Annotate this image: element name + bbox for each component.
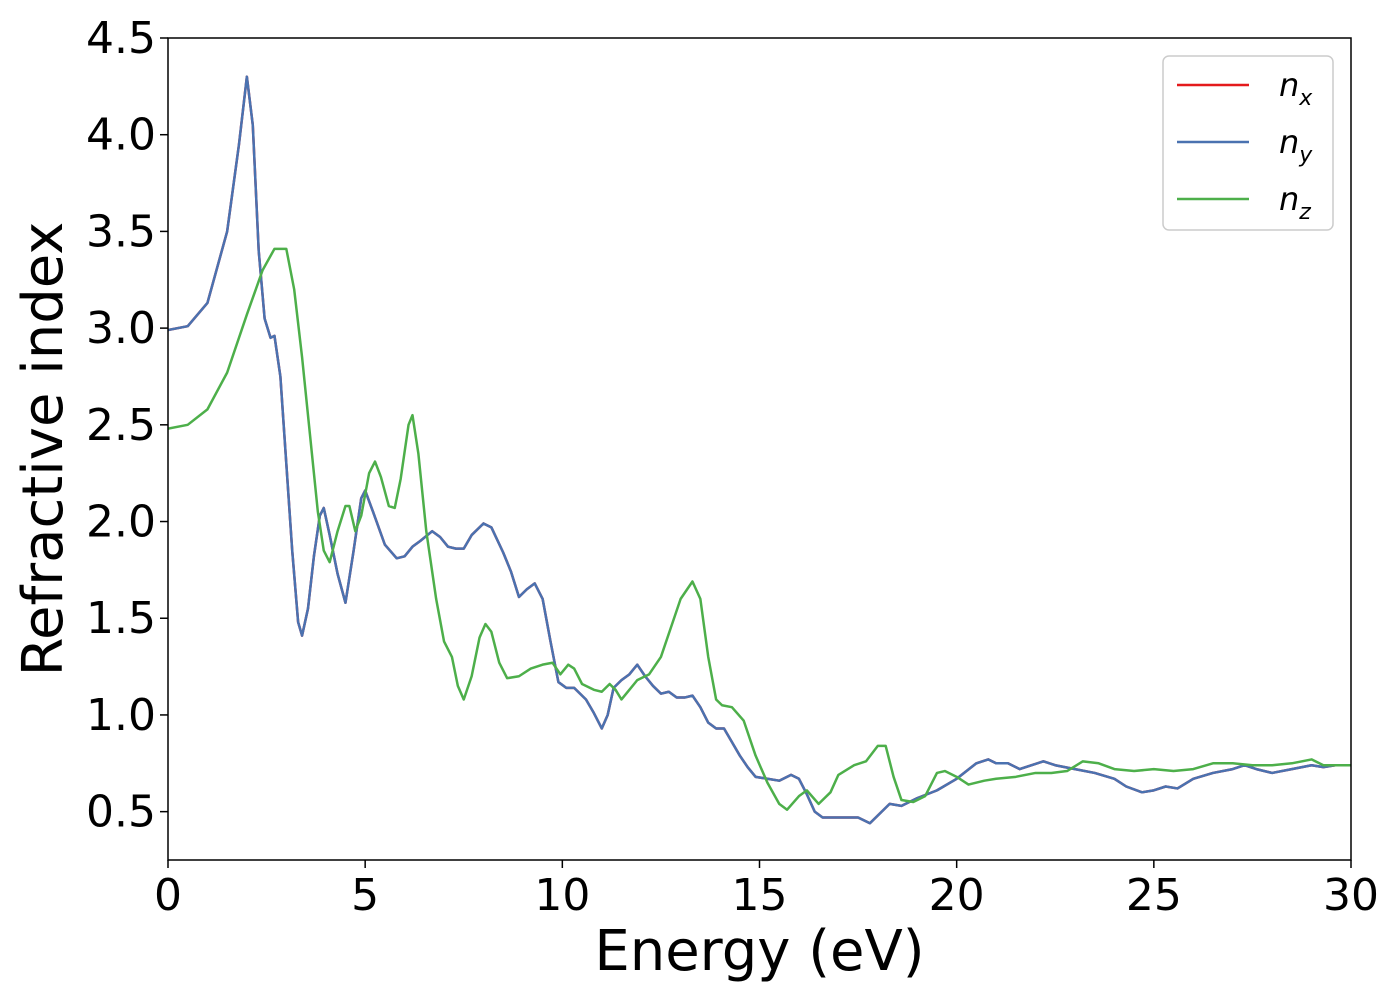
series-layer	[168, 75, 1351, 825]
y-axis: 0.5 1.0 1.5 2.0 2.5 3.0 3.5 4.0 4.5	[86, 13, 168, 838]
x-axis-label: Energy (eV)	[594, 919, 924, 984]
legend-label-base: n	[1279, 66, 1299, 104]
x-tick-label: 15	[732, 870, 788, 921]
legend-label-subscript: y	[1298, 143, 1313, 168]
legend-label-ny: ny	[1279, 123, 1313, 168]
legend-label-nz: nz	[1279, 180, 1311, 225]
x-tick-label: 20	[929, 870, 985, 921]
legend-label-subscript: z	[1298, 200, 1311, 225]
y-tick-label: 2.0	[86, 497, 156, 548]
x-tick-label: 25	[1126, 870, 1182, 921]
x-tick-label: 10	[534, 870, 590, 921]
y-tick-label: 3.0	[86, 303, 156, 354]
x-tick-label: 5	[351, 870, 379, 921]
legend-label-base: n	[1279, 123, 1299, 161]
y-tick-label: 2.5	[86, 400, 156, 451]
plot-area	[167, 37, 1352, 861]
legend-label-base: n	[1279, 180, 1299, 218]
legend-label-subscript: x	[1298, 86, 1313, 111]
x-axis: 0 5 10 15 20 25 30	[154, 860, 1379, 921]
legend-label-nx: nx	[1279, 66, 1313, 111]
series-line-nz	[168, 247, 1351, 811]
x-tick-label: 30	[1323, 870, 1379, 921]
y-tick-label: 3.5	[86, 206, 156, 257]
y-tick-label: 4.5	[86, 13, 156, 64]
y-tick-label: 1.0	[86, 690, 156, 741]
y-axis-label: Refractive index	[11, 222, 76, 677]
y-tick-label: 4.0	[86, 110, 156, 161]
y-tick-label: 1.5	[86, 593, 156, 644]
y-tick-label: 0.5	[86, 787, 156, 838]
x-tick-label: 0	[154, 870, 182, 921]
